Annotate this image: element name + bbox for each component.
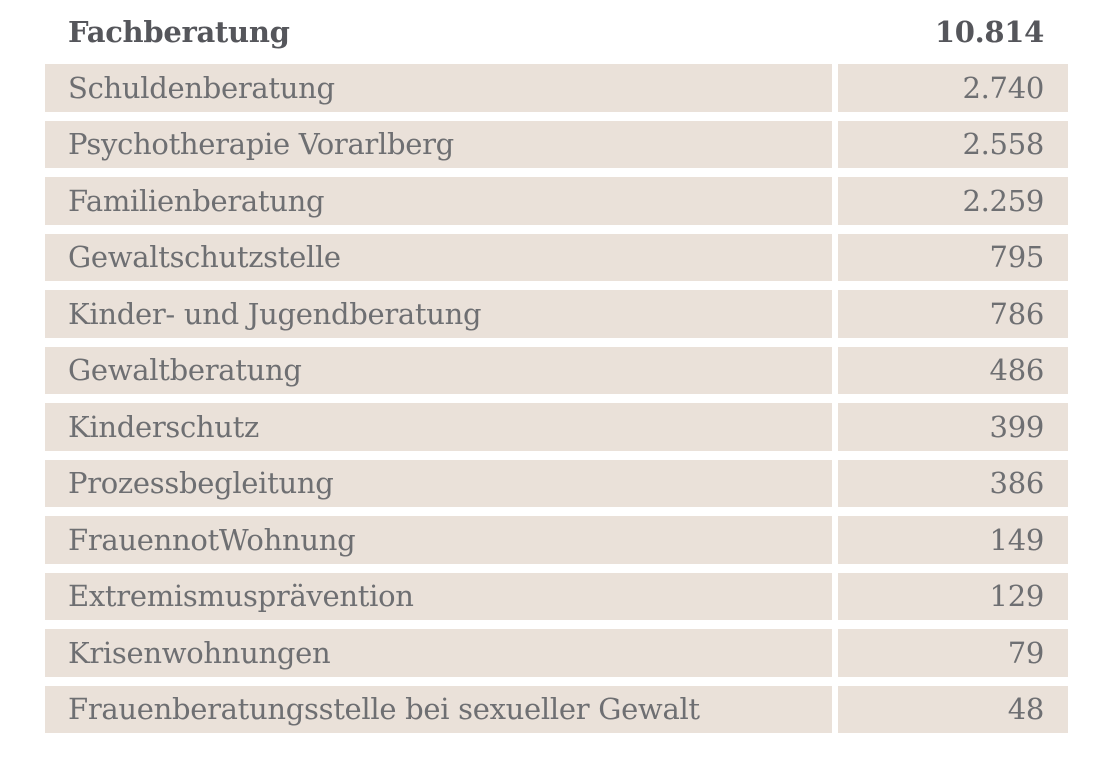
table-row: Prozessbegleitung 386 [45,459,1068,507]
header-category-label: Fachberatung [68,15,290,49]
row-label: FrauennotWohnung [45,516,832,564]
row-label: Familienberatung [45,177,832,225]
table-row: Frauenberatungsstelle bei sexueller Gewa… [45,685,1068,733]
table-header-row: Fachberatung 10.814 [45,8,1068,56]
row-value: 2.259 [838,177,1068,225]
row-label: Psychotherapie Vorarlberg [45,120,832,168]
row-label: Gewaltberatung [45,346,832,394]
row-value: 149 [838,516,1068,564]
table-row: Kinder- und Jugendberatung 786 [45,290,1068,338]
row-label: Extremismusprävention [45,572,832,620]
table-row: Gewaltschutzstelle 795 [45,233,1068,281]
table-row: Krisenwohnungen 79 [45,629,1068,677]
row-value: 795 [838,233,1068,281]
row-label: Frauenberatungsstelle bei sexueller Gewa… [45,685,832,733]
table-row: FrauennotWohnung 149 [45,516,1068,564]
table-body: Schuldenberatung 2.740 Psychotherapie Vo… [45,64,1068,733]
row-label: Kinder- und Jugendberatung [45,290,832,338]
row-value: 486 [838,346,1068,394]
row-value: 399 [838,403,1068,451]
row-value: 129 [838,572,1068,620]
table-row: Psychotherapie Vorarlberg 2.558 [45,120,1068,168]
table-row: Familienberatung 2.259 [45,177,1068,225]
row-value: 786 [838,290,1068,338]
table-row: Schuldenberatung 2.740 [45,64,1068,112]
header-total-value: 10.814 [934,15,1044,49]
row-value: 386 [838,459,1068,507]
table-row: Kinderschutz 399 [45,403,1068,451]
row-label: Krisenwohnungen [45,629,832,677]
table-row: Gewaltberatung 486 [45,346,1068,394]
row-value: 2.558 [838,120,1068,168]
fachberatung-table: Fachberatung 10.814 Schuldenberatung 2.7… [45,8,1068,742]
row-label: Prozessbegleitung [45,459,832,507]
row-label: Kinderschutz [45,403,832,451]
table-row: Extremismusprävention 129 [45,572,1068,620]
row-label: Gewaltschutzstelle [45,233,832,281]
row-label: Schuldenberatung [45,64,832,112]
row-value: 79 [838,629,1068,677]
row-value: 48 [838,685,1068,733]
row-value: 2.740 [838,64,1068,112]
